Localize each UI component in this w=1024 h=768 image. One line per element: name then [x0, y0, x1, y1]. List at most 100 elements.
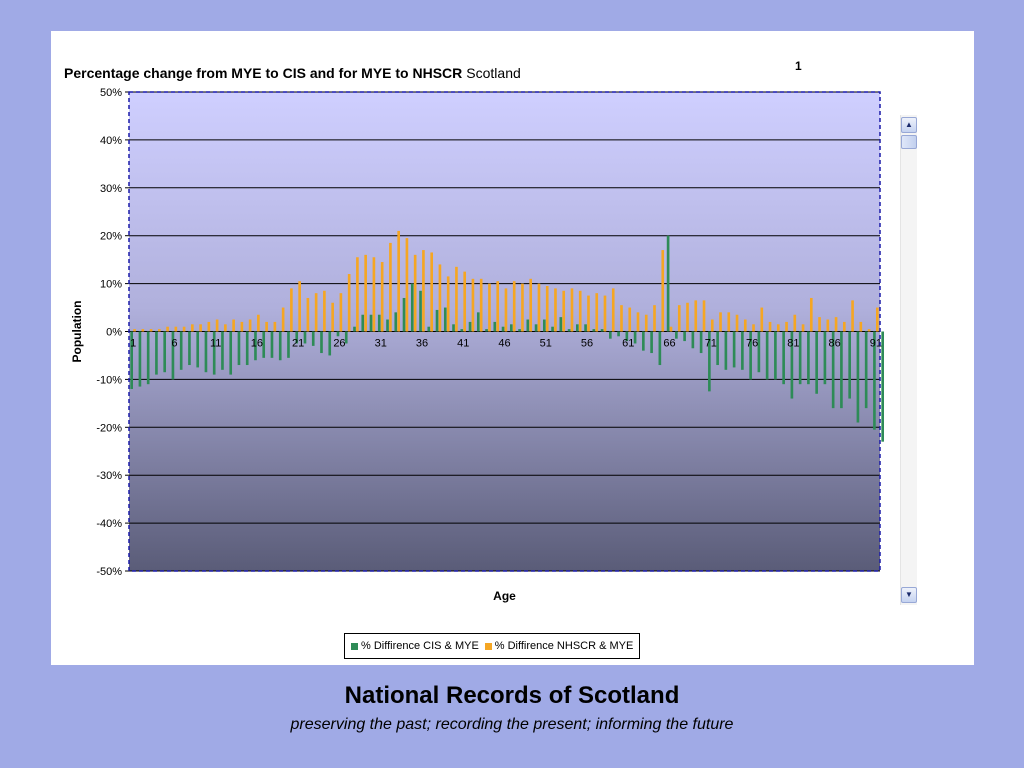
- bar-cis: [765, 331, 769, 380]
- bar-cis: [377, 314, 381, 332]
- scroll-down-button[interactable]: ▼: [901, 587, 917, 603]
- chart: 50%40%30%20%10%0%-10%-20%-30%-40%-50%1 6 1…: [70, 87, 884, 603]
- bar-cis: [501, 326, 505, 332]
- scroll-thumb[interactable]: [901, 135, 917, 149]
- bar-nhscr: [661, 250, 665, 332]
- bar-cis: [221, 331, 224, 370]
- bar-nhscr: [554, 288, 557, 332]
- bar-nhscr: [644, 314, 648, 332]
- bar-nhscr: [488, 283, 491, 332]
- bar-cis: [691, 331, 695, 349]
- bar-cis: [815, 331, 818, 394]
- bar-nhscr: [587, 295, 590, 332]
- bar-cis: [278, 331, 282, 361]
- x-tick-label: 46: [498, 338, 510, 350]
- bar-nhscr: [686, 302, 689, 332]
- bar-cis: [534, 324, 538, 332]
- bar-cis: [699, 331, 703, 354]
- bar-nhscr: [727, 312, 731, 332]
- bar-nhscr: [389, 242, 392, 332]
- chart-scrollbar[interactable]: ▲ ▼: [900, 115, 917, 605]
- bar-cis: [138, 331, 142, 387]
- bar-cis: [419, 290, 422, 332]
- bar-cis: [633, 331, 637, 344]
- bar-cis: [675, 331, 678, 339]
- bar-cis: [840, 331, 843, 409]
- bar-nhscr: [809, 297, 813, 332]
- bar-cis: [402, 297, 406, 332]
- page-number: 1: [795, 59, 802, 73]
- bar-cis: [600, 329, 604, 332]
- bar-nhscr: [430, 252, 433, 332]
- chart-subtitle: Scotland: [466, 65, 521, 81]
- bar-cis: [782, 331, 785, 385]
- bar-cis: [229, 331, 233, 375]
- bar-nhscr: [257, 314, 260, 332]
- bar-nhscr: [273, 321, 277, 332]
- bar-cis: [774, 331, 777, 380]
- bar-cis: [757, 331, 761, 373]
- bar-cis: [881, 331, 884, 442]
- bar-nhscr: [851, 300, 854, 332]
- bar-nhscr: [413, 254, 417, 332]
- bar-nhscr: [512, 281, 516, 332]
- bar-cis: [749, 331, 752, 380]
- bar-nhscr: [158, 329, 161, 332]
- y-tick-label: -50%: [96, 566, 122, 578]
- bar-nhscr: [133, 329, 136, 332]
- bar-nhscr: [867, 329, 871, 332]
- x-tick-label: 6: [171, 338, 177, 350]
- x-axis-title: Age: [493, 589, 516, 603]
- bar-nhscr: [446, 276, 450, 332]
- chart-legend: % Diffirence CIS & MYE % Diffirence NHSC…: [344, 633, 641, 659]
- bar-cis: [287, 331, 290, 358]
- bar-cis: [609, 331, 612, 339]
- bar-cis: [353, 326, 356, 332]
- bar-cis: [658, 331, 662, 366]
- arrow-up-icon: ▲: [905, 120, 913, 129]
- legend-item-nhscr: % Diffirence NHSCR & MYE: [484, 640, 633, 652]
- bar-nhscr: [438, 264, 442, 332]
- bar-cis: [708, 331, 711, 392]
- bar-nhscr: [521, 283, 524, 332]
- y-tick-label: 10%: [100, 279, 122, 291]
- bar-nhscr: [719, 312, 722, 332]
- bar-cis: [584, 324, 587, 332]
- x-tick-label: 56: [581, 338, 593, 350]
- bar-cis: [716, 331, 719, 366]
- bar-nhscr: [149, 329, 153, 332]
- bar-cis: [146, 331, 150, 385]
- bar-cis: [542, 319, 546, 332]
- bar-nhscr: [776, 324, 780, 332]
- x-tick-label: 71: [705, 338, 717, 350]
- bar-cis: [617, 331, 620, 337]
- bar-cis: [155, 331, 158, 375]
- bar-nhscr: [496, 281, 500, 332]
- y-tick-label: 50%: [100, 87, 122, 99]
- bar-cis: [303, 331, 307, 344]
- footer-title: National Records of Scotland: [344, 682, 680, 709]
- y-tick-label: 40%: [100, 135, 122, 147]
- bar-cis: [320, 331, 323, 354]
- plot-border: [128, 91, 881, 572]
- bar-nhscr: [232, 319, 235, 332]
- bar-nhscr: [801, 324, 805, 332]
- y-axis-title: Population: [70, 301, 84, 363]
- bar-nhscr: [628, 307, 632, 332]
- scroll-up-button[interactable]: ▲: [901, 117, 917, 133]
- bar-cis: [493, 321, 497, 332]
- bar-cis: [196, 331, 200, 368]
- bar-cis: [526, 319, 530, 332]
- bar-cis: [460, 329, 464, 332]
- bar-nhscr: [479, 278, 483, 332]
- x-tick-label: 16: [251, 338, 263, 350]
- bar-nhscr: [224, 324, 227, 332]
- bar-nhscr: [595, 293, 599, 332]
- bar-cis: [741, 331, 744, 370]
- footer-tagline: preserving the past; recording the prese…: [290, 716, 734, 733]
- bar-cis: [509, 324, 513, 332]
- bar-nhscr: [298, 281, 301, 332]
- bar-cis: [642, 331, 645, 351]
- bar-cis: [369, 314, 373, 332]
- bar-nhscr: [562, 290, 566, 332]
